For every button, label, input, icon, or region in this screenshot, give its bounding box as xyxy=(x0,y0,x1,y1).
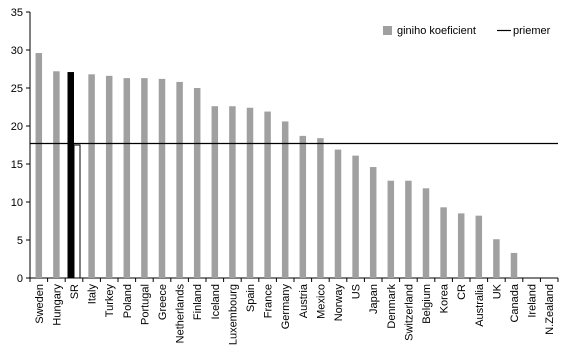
bars xyxy=(35,53,518,279)
bar xyxy=(405,180,412,278)
bar-highlight xyxy=(67,72,74,278)
legend-label-bar: giniho koeficient xyxy=(397,25,476,37)
bar xyxy=(510,252,518,278)
bar xyxy=(281,121,289,278)
bar xyxy=(317,138,324,278)
bar xyxy=(369,167,377,278)
x-tick-label: N.Zealand xyxy=(544,284,556,335)
x-tick-label: Italy xyxy=(87,284,99,305)
bar xyxy=(334,149,342,278)
bar xyxy=(141,78,148,279)
x-tick-labels: Sweden Hungary SR Italy Turkey Poland Portugal… xyxy=(34,283,556,345)
x-tick-label: Ireland xyxy=(527,284,539,318)
y-tick-label: 5 xyxy=(17,235,23,247)
bar xyxy=(493,239,500,278)
bar xyxy=(211,106,219,279)
bar xyxy=(35,53,43,278)
x-tick-label: Norway xyxy=(333,284,345,322)
bar xyxy=(457,213,465,278)
bar xyxy=(123,78,131,279)
bar xyxy=(475,215,483,278)
x-tick-label: Mexico xyxy=(315,284,327,319)
x-tick-label: Luxembourg xyxy=(227,284,239,345)
bar-highlight-average xyxy=(73,144,81,279)
x-tick-label: Spain xyxy=(245,284,257,312)
x-tick-label: Turkey xyxy=(104,284,116,318)
x-tick-label: Australia xyxy=(474,283,486,327)
x-tick-label: Greece xyxy=(157,284,169,320)
bar xyxy=(176,81,183,278)
y-tick-label: 0 xyxy=(17,273,23,285)
y-tick-label: 25 xyxy=(11,83,23,95)
x-tick-label: Denmark xyxy=(386,284,398,329)
y-tick-label: 30 xyxy=(11,45,23,57)
x-tick-label: Austria xyxy=(298,283,310,318)
x-tick-label: US xyxy=(351,284,363,299)
y-tick-label: 20 xyxy=(11,121,23,133)
x-tick-label: Korea xyxy=(439,283,451,313)
bar xyxy=(422,188,430,278)
bar xyxy=(53,71,60,278)
x-tick-label: France xyxy=(263,284,275,318)
y-tick-label: 15 xyxy=(11,159,23,171)
x-tick-label: UK xyxy=(491,283,503,299)
bar xyxy=(88,74,95,278)
x-tick-label: Switzerland xyxy=(403,284,415,341)
bar xyxy=(352,155,359,278)
x-tick-label: Poland xyxy=(122,284,134,318)
x-tick-label: Germany xyxy=(280,284,292,330)
bar xyxy=(264,111,271,278)
x-tick-label: Japan xyxy=(368,284,380,314)
bar xyxy=(440,207,447,278)
bar xyxy=(246,107,254,278)
x-tick-label: CR xyxy=(456,284,468,300)
x-tick-label: Canada xyxy=(509,283,521,322)
x-tick-label: Iceland xyxy=(210,284,222,319)
x-tick-label: Hungary xyxy=(51,284,63,326)
bar xyxy=(158,78,166,278)
bar xyxy=(229,106,236,279)
x-tick-label: Netherlands xyxy=(175,284,187,344)
x-tick-label: Portugal xyxy=(139,284,151,325)
x-tick-label: Sweden xyxy=(34,284,46,324)
legend: giniho koeficient priemer xyxy=(383,25,551,37)
bar xyxy=(299,135,307,278)
bar xyxy=(387,180,395,278)
axes: 0 5 10 15 20 25 30 35 xyxy=(11,7,559,285)
bar xyxy=(193,88,201,278)
legend-label-line: priemer xyxy=(513,25,551,37)
x-tick-label: Finland xyxy=(192,284,204,320)
x-tick-label: Belgium xyxy=(421,284,433,324)
bar xyxy=(105,75,113,278)
x-tick-label: SR xyxy=(69,284,81,299)
y-tick-label: 10 xyxy=(11,197,23,209)
legend-swatch-bar xyxy=(383,26,392,35)
y-tick-label: 35 xyxy=(11,7,23,19)
